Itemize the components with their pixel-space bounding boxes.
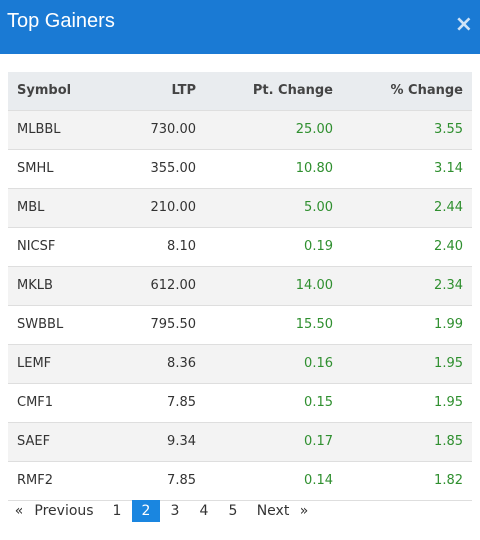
table-cell: 10.80 <box>295 161 333 176</box>
table-cell: 210.00 <box>150 200 197 215</box>
table-cell: 25.00 <box>295 122 333 137</box>
table-row: SWBBL 795.50 15.50 1.99 <box>8 306 472 345</box>
page-button[interactable]: 4 <box>199 503 209 519</box>
table-cell: 795.50 <box>150 317 197 332</box>
table-cell: 355.00 <box>150 161 197 176</box>
table-row: RMF2 7.85 0.14 1.82 <box>8 462 472 501</box>
table-cell: 0.19 <box>304 239 333 254</box>
table-row: SMHL 355.00 10.80 3.14 <box>8 150 472 189</box>
table-cell: 1.85 <box>434 434 463 449</box>
table-cell: MLBBL <box>17 122 61 137</box>
modal-title: Top Gainers <box>7 10 115 32</box>
table-cell: 2.40 <box>434 239 463 254</box>
table-cell: 0.17 <box>304 434 333 449</box>
table-cell: 2.44 <box>434 200 463 215</box>
table-cell: 2.34 <box>434 278 463 293</box>
table-cell: 3.55 <box>434 122 463 137</box>
table-cell: NICSF <box>17 239 56 254</box>
page-button[interactable]: 5 <box>228 503 238 519</box>
modal-header: Top Gainers × <box>0 0 480 54</box>
column-header: Pt. Change <box>252 83 333 98</box>
table-cell: SMHL <box>17 161 54 176</box>
table-cell: 9.34 <box>167 434 196 449</box>
table-cell: 5.00 <box>304 200 333 215</box>
table-cell: SWBBL <box>17 317 64 332</box>
table-row: NICSF 8.10 0.19 2.40 <box>8 228 472 267</box>
table-cell: 3.14 <box>434 161 463 176</box>
table-cell: 14.00 <box>295 278 333 293</box>
table-cell: 1.82 <box>434 473 463 488</box>
table-cell: MBL <box>17 200 45 215</box>
table-cell: 7.85 <box>167 395 196 410</box>
table-cell: 730.00 <box>150 122 197 137</box>
table-cell: 8.36 <box>167 356 196 371</box>
table-cell: LEMF <box>17 356 52 371</box>
table: Symbol LTP Pt. Change % Change MLBBL 730.00 25… <box>8 72 472 501</box>
next-button[interactable]: Next <box>256 503 290 519</box>
table-row: LEMF 8.36 0.16 1.95 <box>8 345 472 384</box>
table-row: CMF1 7.85 0.15 1.95 <box>8 384 472 423</box>
page-button[interactable]: 3 <box>170 503 180 519</box>
table-row: SAEF 9.34 0.17 1.85 <box>8 423 472 462</box>
table-row: MLBBL 730.00 25.00 3.55 <box>8 111 472 150</box>
table-cell: 0.15 <box>304 395 333 410</box>
table-cell: 8.10 <box>167 239 196 254</box>
table-cell: CMF1 <box>17 395 54 410</box>
column-header: LTP <box>171 83 196 98</box>
table-row: MKLB 612.00 14.00 2.34 <box>8 267 472 306</box>
previous-button[interactable]: Previous <box>34 503 94 519</box>
table-cell: 0.16 <box>304 356 333 371</box>
column-header: Symbol <box>17 83 72 98</box>
last-page[interactable]: » <box>299 503 309 519</box>
table-cell: 0.14 <box>304 473 333 488</box>
table-cell: 1.99 <box>434 317 463 332</box>
table-cell: 1.95 <box>434 395 463 410</box>
table-header: Symbol LTP Pt. Change % Change <box>8 72 472 111</box>
table-cell: RMF2 <box>17 473 53 488</box>
table-row: MBL 210.00 5.00 2.44 <box>8 189 472 228</box>
first-page[interactable]: « <box>14 503 24 519</box>
table-cell: 15.50 <box>295 317 333 332</box>
column-header: % Change <box>390 83 464 98</box>
close-button[interactable]: × <box>454 12 473 37</box>
table-cell: 7.85 <box>167 473 196 488</box>
table-cell: MKLB <box>17 278 53 293</box>
page-button[interactable]: 1 <box>112 503 122 519</box>
table-cell: 1.95 <box>434 356 463 371</box>
table-cell: 612.00 <box>150 278 197 293</box>
page-button[interactable]: 2 <box>132 500 160 522</box>
table-cell: SAEF <box>17 434 51 449</box>
